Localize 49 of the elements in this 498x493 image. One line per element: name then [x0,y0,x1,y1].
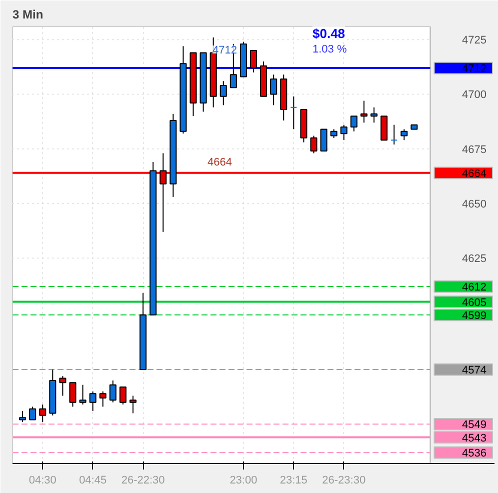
ref-line-label: 4612 [462,282,486,294]
x-tick-label: 23:15 [280,474,308,486]
y-tick-label: 4625 [462,253,486,266]
candlestick [39,404,46,422]
candlestick [79,384,86,406]
x-tick-label: 26-23:30 [322,474,366,486]
candlestick [360,100,368,124]
ref-line-label: 4549 [462,419,486,432]
candlestick [370,106,378,124]
ref-line-label: 4543 [462,432,486,444]
candlestick [59,376,66,396]
ref-line-label: 4536 [462,448,486,460]
ref-line-label: 4605 [462,296,486,309]
chart-title: 3 Min [12,8,44,22]
candlestick [29,406,36,420]
candlestick [290,96,298,130]
y-tick-label: 4700 [462,89,486,102]
x-tick-label: 26-22:30 [121,474,165,486]
annotation: 4712 [212,44,237,56]
x-tick-label: 04:45 [79,474,107,486]
ref-line-label: 4712 [462,63,486,76]
candlestick [109,380,116,403]
candlestick [320,128,328,152]
candlestick [160,152,167,232]
candlestick [220,80,227,106]
ref-line-label: 4599 [462,310,486,322]
candlestick [69,382,76,408]
annotation: 1.03 % [312,44,347,56]
x-tick-label: 23:00 [230,474,258,486]
candlestick [129,395,137,414]
ref-line-label: 4574 [462,364,486,377]
candlestick [270,74,278,106]
candlestick [390,124,398,145]
candlestick [400,128,408,141]
y-tick-label: 4725 [462,34,486,47]
candlestick [340,124,348,141]
candlestick [89,390,96,412]
y-tick-label: 4675 [462,144,486,156]
candlestick [310,135,318,154]
y-tick-label: 4650 [462,198,486,210]
ref-line-label: 4664 [462,168,486,180]
candlestick [99,390,106,408]
x-tick-label: 04:30 [28,474,56,486]
candlestick [250,50,258,73]
candlestick [119,386,126,406]
candlestick [350,116,358,132]
candlestick [19,410,26,422]
annotation: $0.48 [312,26,346,41]
annotation: 4664 [208,156,232,168]
